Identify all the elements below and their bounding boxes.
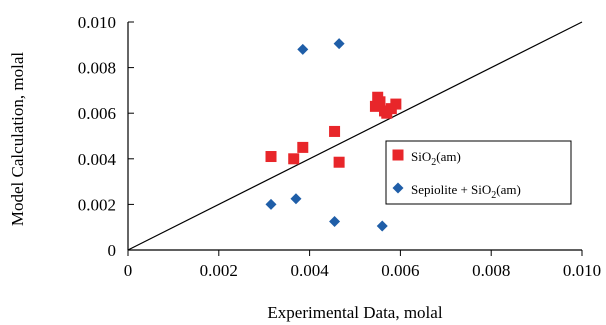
data-point-square — [374, 96, 386, 108]
x-tick-label: 0.010 — [563, 261, 601, 280]
series-sio2-am — [265, 91, 402, 168]
data-point-diamond — [297, 43, 309, 55]
data-point-diamond — [290, 193, 302, 205]
data-point-square — [390, 98, 402, 110]
x-tick-label: 0 — [124, 261, 133, 280]
y-tick-label: 0.008 — [78, 59, 116, 78]
reference-line — [127, 21, 583, 251]
legend-marker-diamond — [392, 182, 404, 194]
data-point-diamond — [376, 220, 388, 232]
legend-marker-square — [392, 149, 404, 161]
data-point-square — [329, 125, 341, 137]
x-tick-label: 0.002 — [200, 261, 238, 280]
data-point-square — [288, 153, 300, 165]
series-sepiolite-sio2-am — [265, 38, 388, 232]
ticks: 0 0.002 0.004 0.006 0.008 0.010 0 0.002 0.004 0.0… — [78, 13, 601, 280]
axes — [127, 22, 582, 251]
y-tick-label: 0.006 — [78, 104, 116, 123]
y-axis-title: Model Calculation, molal — [8, 52, 27, 226]
legend-items: SiO2(am) Sepiolite + SiO2(am) — [392, 149, 521, 201]
x-tick-label: 0.004 — [290, 261, 329, 280]
y-tick-label: 0.004 — [78, 150, 117, 169]
y-tick-label: 0.010 — [78, 13, 116, 32]
reference-line-group — [127, 21, 583, 251]
data-point-diamond — [333, 38, 345, 50]
data-point-square — [333, 156, 345, 168]
data-point-square — [265, 151, 277, 163]
legend-label: SiO2(am) — [411, 149, 461, 168]
data-points — [265, 38, 402, 232]
data-point-diamond — [329, 216, 341, 227]
y-tick-label: 0 — [108, 241, 117, 260]
x-tick-label: 0.006 — [381, 261, 419, 280]
x-axis-title: Experimental Data, molal — [267, 303, 442, 322]
legend: SiO2(am) Sepiolite + SiO2(am) — [385, 140, 572, 205]
data-point-square — [297, 141, 309, 153]
legend-label: Sepiolite + SiO2(am) — [411, 182, 521, 201]
y-tick-label: 0.002 — [78, 195, 116, 214]
data-point-diamond — [265, 198, 277, 210]
x-tick-label: 0.008 — [472, 261, 510, 280]
legend-box — [385, 140, 572, 205]
